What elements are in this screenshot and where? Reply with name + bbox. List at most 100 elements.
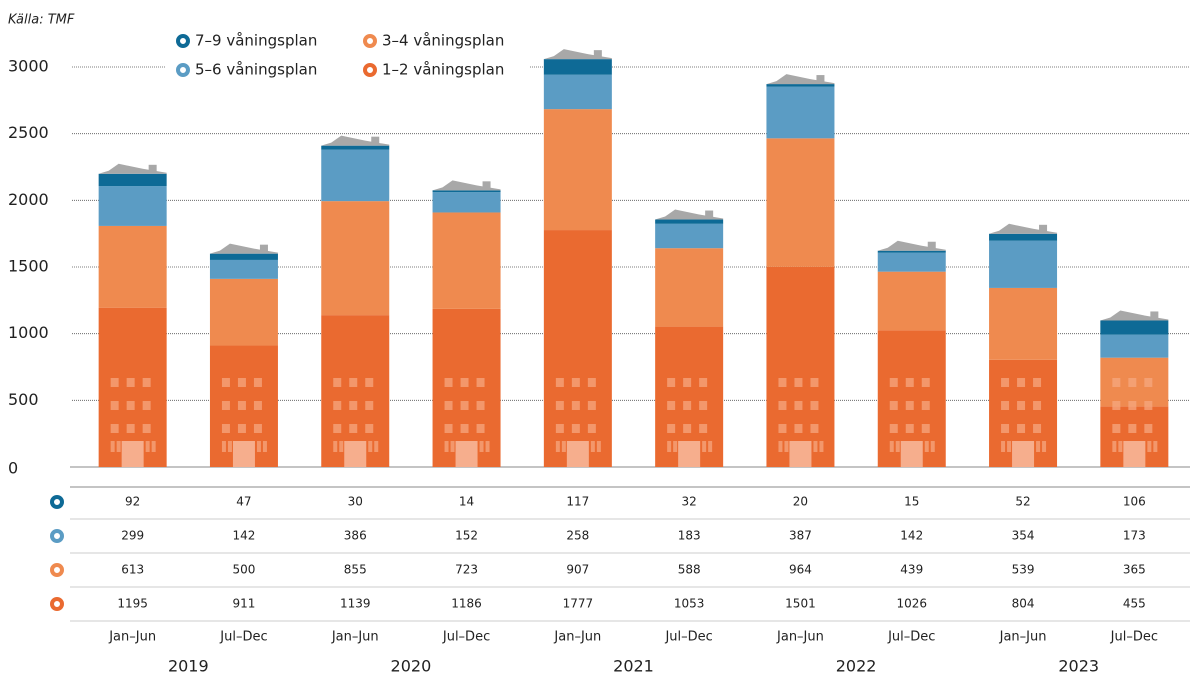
window: [778, 424, 787, 433]
door: [344, 441, 367, 467]
window: [237, 401, 246, 410]
window: [450, 441, 455, 452]
window: [126, 401, 135, 410]
legend-label: 1–2 våningsplan: [382, 61, 504, 79]
year-label: 2022: [836, 657, 877, 676]
window: [810, 378, 819, 387]
window: [110, 378, 119, 387]
window: [339, 441, 344, 452]
window: [699, 378, 708, 387]
x-tick-label: Jul–Dec: [219, 630, 267, 645]
table-value: 15: [904, 495, 919, 509]
window: [1112, 378, 1121, 387]
window: [667, 424, 676, 433]
chimney: [148, 164, 157, 172]
window: [794, 378, 803, 387]
bar-segment: [655, 223, 724, 249]
window: [699, 424, 708, 433]
bar-segment: [766, 138, 835, 267]
bar-segment: [877, 250, 946, 253]
window: [1128, 424, 1137, 433]
table-value: 855: [344, 563, 367, 577]
chimney: [371, 136, 380, 144]
window: [1017, 424, 1026, 433]
window: [365, 378, 374, 387]
y-tick-label: 1000: [8, 323, 49, 342]
table-value: 32: [682, 495, 697, 509]
table-value: 964: [789, 563, 812, 577]
bar-segment: [543, 74, 612, 110]
table-value: 142: [232, 529, 255, 543]
window: [374, 441, 379, 452]
x-tick-label: Jul–Dec: [887, 630, 935, 645]
table-value: 911: [232, 597, 255, 611]
window: [479, 441, 484, 452]
chimney: [1039, 224, 1048, 232]
window: [253, 401, 262, 410]
legend-label: 3–4 våningsplan: [382, 32, 504, 50]
bar-segment: [989, 233, 1058, 241]
table-value: 723: [455, 563, 478, 577]
bar-segment: [98, 225, 167, 308]
window: [667, 441, 672, 452]
y-tick-label: 2000: [8, 190, 49, 209]
table-value: 106: [1123, 495, 1146, 509]
window: [221, 378, 230, 387]
table-value: 455: [1123, 597, 1146, 611]
window: [1128, 378, 1137, 387]
window: [1144, 378, 1153, 387]
source: Källa: TMF: [8, 13, 75, 28]
window: [1033, 378, 1042, 387]
window: [110, 441, 115, 452]
legend-icon: [176, 34, 190, 48]
table-value: 539: [1012, 563, 1035, 577]
window: [460, 401, 469, 410]
chimney: [259, 244, 268, 252]
window: [1112, 424, 1121, 433]
window: [778, 441, 783, 452]
window: [142, 424, 151, 433]
window: [683, 378, 692, 387]
window: [571, 378, 580, 387]
window: [555, 401, 564, 410]
window: [590, 441, 595, 452]
y-tick-label: 0: [8, 459, 18, 478]
window: [333, 401, 342, 410]
year-label: 2020: [391, 657, 432, 676]
window: [1118, 441, 1123, 452]
door: [789, 441, 812, 467]
window: [708, 441, 713, 452]
table-value: 1195: [117, 597, 148, 611]
window: [460, 378, 469, 387]
window: [921, 378, 930, 387]
row-icon: [50, 597, 64, 611]
window: [905, 424, 914, 433]
bar-segment: [432, 308, 501, 467]
window: [1001, 401, 1010, 410]
window: [1033, 401, 1042, 410]
window: [444, 424, 453, 433]
window: [444, 441, 449, 452]
table-value: 439: [900, 563, 923, 577]
table-value: 173: [1123, 529, 1146, 543]
x-tick-label: Jan–Jun: [999, 630, 1047, 645]
bar-segment: [655, 248, 724, 327]
window: [667, 401, 676, 410]
bar-segment: [432, 212, 501, 309]
window: [1001, 378, 1010, 387]
window: [116, 441, 121, 452]
x-tick-label: Jan–Jun: [331, 630, 379, 645]
year-label: 2023: [1058, 657, 1099, 676]
table-value: 258: [566, 529, 589, 543]
table-value: 92: [125, 495, 140, 509]
window: [819, 441, 824, 452]
chimney: [1150, 311, 1159, 319]
x-tick-label: Jan–Jun: [553, 630, 601, 645]
bar-segment: [989, 240, 1058, 288]
window: [1001, 441, 1006, 452]
row-icon: [50, 529, 64, 543]
table-value: 386: [344, 529, 367, 543]
window: [1128, 401, 1137, 410]
window: [365, 401, 374, 410]
